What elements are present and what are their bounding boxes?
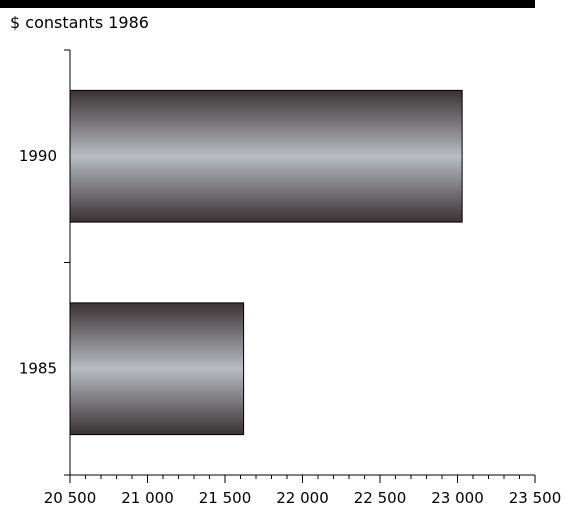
x-tick-label: 20 500 (44, 489, 97, 507)
x-tick-label: 23 500 (509, 489, 562, 507)
category-label-1985: 1985 (19, 359, 57, 377)
x-tick-label: 21 000 (121, 489, 174, 507)
bar-1990 (69, 89, 463, 223)
x-tick-label: 22 000 (276, 489, 329, 507)
bar-1985 (69, 302, 245, 436)
x-tick-label: 21 500 (199, 489, 252, 507)
header-rule (0, 0, 535, 8)
x-tick-label: 22 500 (354, 489, 407, 507)
unit-label: $ constants 1986 (10, 13, 149, 32)
x-tick-label: 23 000 (431, 489, 484, 507)
category-label-1990: 1990 (19, 147, 57, 165)
